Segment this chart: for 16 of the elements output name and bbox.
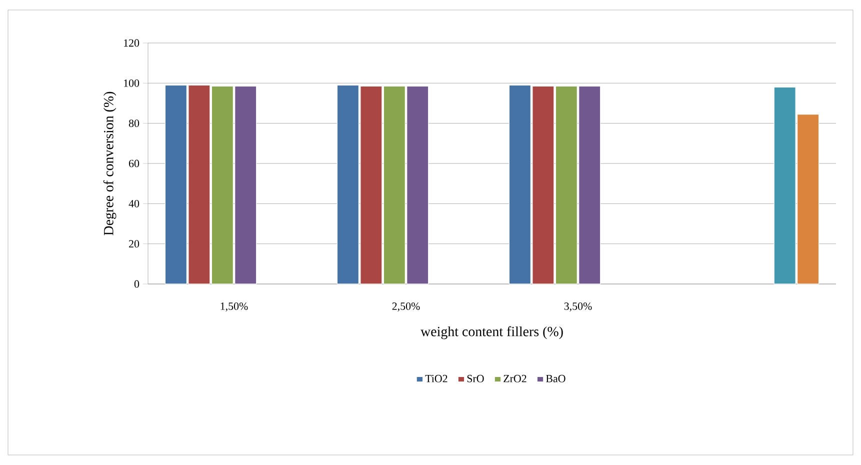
legend-label: BaO [546,374,566,382]
y-tick-label: 100 [124,79,140,87]
legend-label: TiO2 [425,374,448,382]
y-tick-label: 20 [129,240,140,248]
y-tick-label: 0 [134,280,140,288]
legend-label: SrO [467,374,484,382]
y-tick-label: 60 [129,160,140,168]
y-axis-title: Degree of conversion (%) [103,92,116,236]
x-tick-label: 2,50% [392,302,420,312]
x-tick-label: 1,50% [220,302,248,312]
x-tick-label: 3,50% [564,302,592,312]
y-tick-label: 80 [128,120,140,128]
y-tick-label: 120 [124,39,140,47]
x-axis-title: weight content fillers (%) [420,326,563,340]
legend-label: ZrO2 [504,374,526,382]
y-tick-label: 40 [128,200,140,208]
